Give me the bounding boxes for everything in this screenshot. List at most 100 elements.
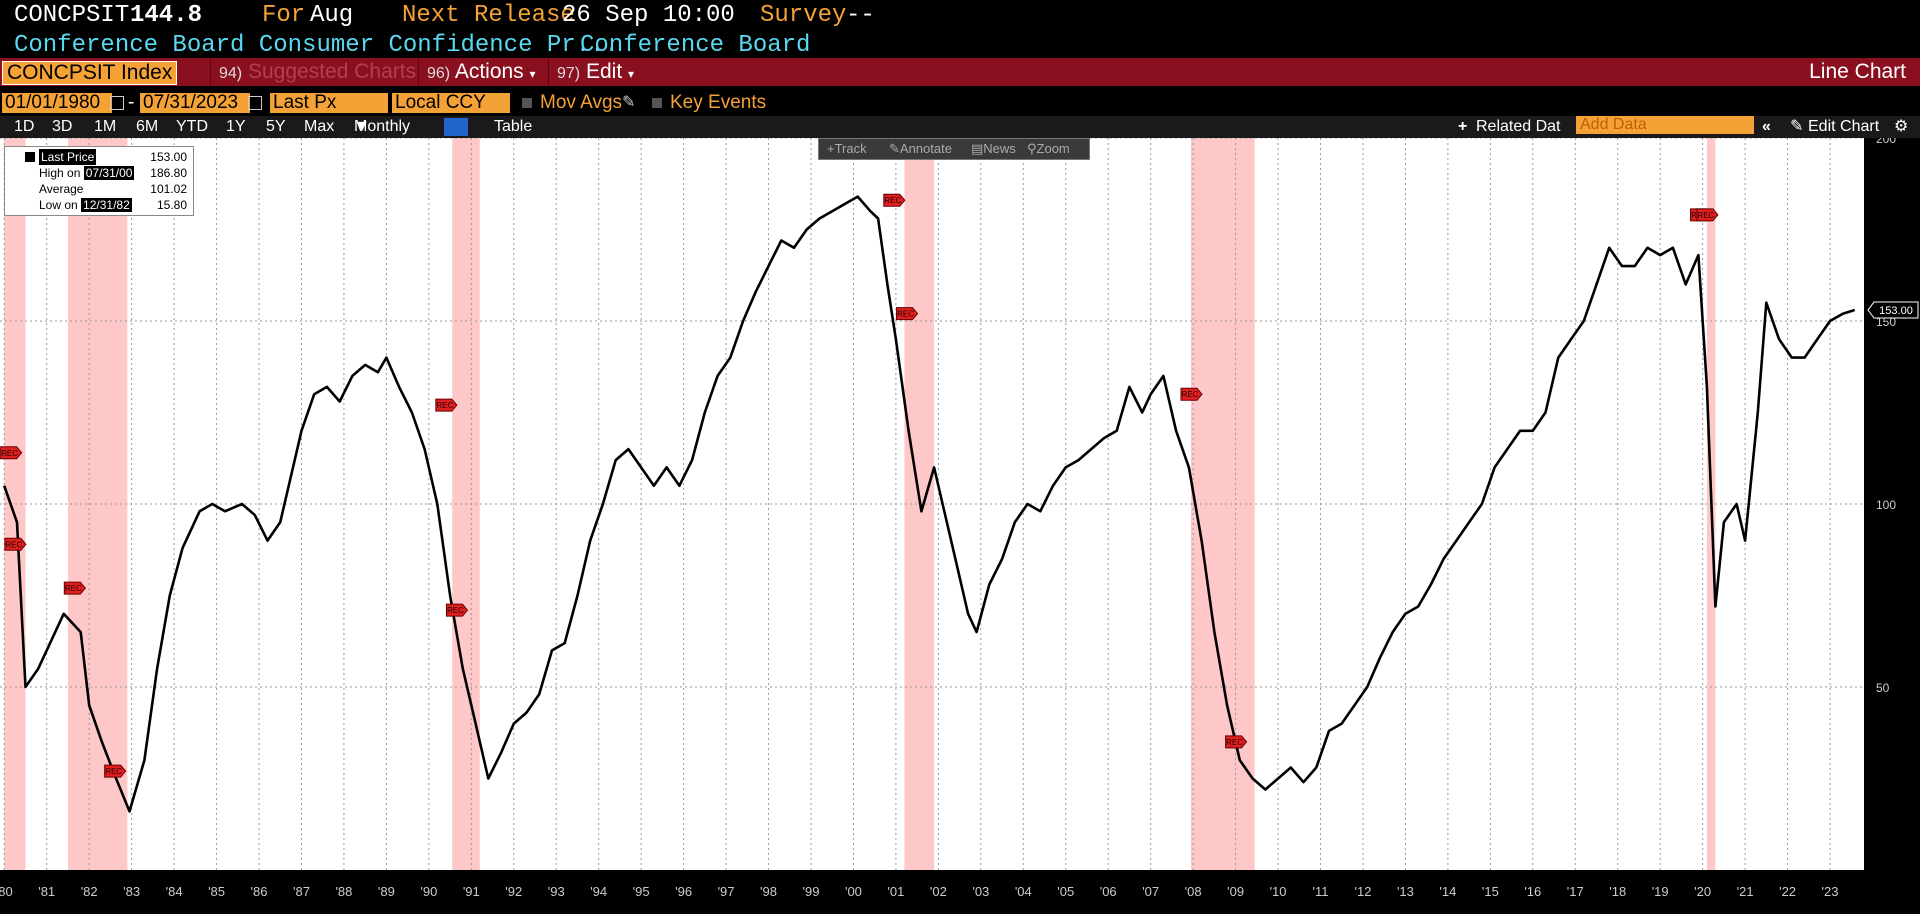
legend-swatch — [25, 152, 35, 162]
x-tick-label: '97 — [718, 884, 735, 899]
start-date-input[interactable]: 01/01/1980 — [2, 93, 112, 113]
mov-avgs-label[interactable]: Mov Avgs — [540, 92, 623, 113]
range-1y[interactable]: 1Y — [226, 118, 246, 135]
survey-value: -- — [846, 2, 875, 29]
rec-marker-label: REC — [897, 310, 914, 319]
range-5y[interactable]: 5Y — [266, 118, 286, 135]
legend-average-label: Average — [39, 182, 84, 196]
edit-chart-button[interactable]: Edit Chart — [1808, 118, 1880, 135]
gear-icon[interactable]: ⚙ — [1894, 118, 1909, 135]
x-tick-label: '95 — [633, 884, 650, 899]
security-input[interactable]: CONCPSIT Index — [2, 61, 178, 85]
key-events-checkbox[interactable] — [652, 98, 662, 108]
key-events-label[interactable]: Key Events — [670, 92, 767, 113]
range-3d[interactable]: 3D — [52, 118, 73, 135]
x-tick-label: '09 — [1227, 884, 1244, 899]
pencil-icon: ✎ — [1790, 118, 1804, 135]
currency-select[interactable]: Local CCY — [392, 93, 510, 113]
line-chart[interactable]: 50100150200'80'81'82'83'84'85'86'87'88'8… — [0, 138, 1920, 914]
x-tick-label: '17 — [1567, 884, 1584, 899]
range-max[interactable]: Max — [304, 118, 335, 135]
legend-low: Low on 12/31/82 15.80 — [9, 197, 189, 213]
edit-num: 97) — [557, 65, 581, 82]
rec-marker — [0, 446, 23, 460]
actions-num: 96) — [427, 65, 451, 82]
suggested-charts-label: Suggested Charts — [247, 60, 417, 83]
range-1d[interactable]: 1D — [14, 118, 35, 135]
x-tick-label: '88 — [335, 884, 352, 899]
x-tick-label: '23 — [1822, 884, 1839, 899]
x-tick-label: '82 — [81, 884, 98, 899]
x-tick-label: '08 — [1185, 884, 1202, 899]
x-tick-label: '10 — [1270, 884, 1287, 899]
x-tick-label: '15 — [1482, 884, 1499, 899]
related-data-button[interactable]: Related Dat — [1476, 118, 1561, 135]
ticker-symbol: CONCPSIT — [14, 2, 130, 29]
chart-toolbar: CONCPSIT Index 94) Suggested Charts 96) … — [0, 58, 1920, 86]
collapse-icon[interactable]: « — [1762, 118, 1771, 135]
chevron-down-icon: ▾ — [529, 67, 536, 81]
calendar-icon[interactable] — [110, 96, 124, 110]
chevron-down-icon: ▾ — [628, 67, 635, 81]
mov-avgs-checkbox[interactable] — [522, 98, 532, 108]
range-1m[interactable]: 1M — [94, 118, 117, 135]
line-chart-icon[interactable] — [444, 118, 468, 136]
chart-legend: Last Price 153.00 High on 07/31/00 186.8… — [4, 146, 194, 216]
rec-marker-label: REC — [65, 584, 82, 593]
x-tick-label: '07 — [1142, 884, 1159, 899]
rec-marker-label: REC — [447, 606, 464, 615]
pencil-icon[interactable]: ✎ — [622, 94, 636, 111]
rec-marker — [1225, 735, 1248, 749]
rec-marker-label: REC — [884, 196, 901, 205]
track-button[interactable]: + Track — [827, 139, 867, 159]
x-tick-label: '89 — [378, 884, 395, 899]
x-tick-label: '90 — [420, 884, 437, 899]
x-tick-label: '06 — [1100, 884, 1117, 899]
x-tick-label: '99 — [803, 884, 820, 899]
recession-band — [67, 138, 128, 870]
survey-label: Survey — [760, 2, 847, 29]
field-select[interactable]: Last Px — [270, 93, 388, 113]
range-selector-row: 1D 3D 1M 6M YTD 1Y 5Y Max Monthly ▼ Tabl… — [0, 116, 1920, 138]
zoom-button[interactable]: ⚲ Zoom — [1027, 139, 1070, 159]
suggested-charts-button[interactable]: 94) Suggested Charts — [210, 58, 424, 86]
news-button[interactable]: ▤ News — [971, 139, 1016, 159]
legend-last-price-value: 153.00 — [150, 150, 187, 164]
chart-canvas[interactable]: 50100150200'80'81'82'83'84'85'86'87'88'8… — [0, 138, 1920, 914]
suggested-charts-num: 94) — [219, 65, 243, 82]
security-header: CONCPSIT 144.8 For Aug Next Release 26 S… — [0, 0, 1920, 32]
x-tick-label: '16 — [1524, 884, 1541, 899]
annotate-button[interactable]: ✎ Annotate — [889, 139, 952, 159]
x-tick-label: '80 — [0, 884, 13, 899]
add-data-input[interactable]: Add Data — [1576, 116, 1754, 134]
range-6m[interactable]: 6M — [136, 118, 159, 135]
rec-marker — [4, 537, 27, 551]
x-tick-label: '87 — [293, 884, 310, 899]
end-date-input[interactable]: 07/31/2023 — [140, 93, 250, 113]
rec-marker-label: REC — [105, 767, 122, 776]
rec-marker-label: REC — [1182, 390, 1199, 399]
legend-low-text: Low on — [39, 198, 78, 212]
table-button[interactable]: Table — [494, 118, 533, 135]
legend-average-value: 101.02 — [150, 182, 187, 196]
range-ytd[interactable]: YTD — [176, 118, 208, 135]
actions-button[interactable]: 96) Actions ▾ — [418, 58, 544, 86]
legend-last-price-label: Last Price — [39, 149, 97, 165]
x-tick-label: '93 — [548, 884, 565, 899]
x-tick-label: '92 — [505, 884, 522, 899]
next-release-value: 26 Sep 10:00 — [562, 2, 735, 29]
legend-high-label: High on 07/31/00 — [39, 165, 135, 181]
edit-button[interactable]: 97) Edit ▾ — [548, 58, 642, 86]
x-tick-label: '00 — [845, 884, 862, 899]
actions-label: Actions — [454, 60, 524, 83]
zoom-label: Zoom — [1036, 141, 1070, 156]
rec-marker-label: REC — [436, 401, 453, 410]
rec-marker-label: REC — [5, 540, 22, 549]
x-tick-label: '21 — [1737, 884, 1754, 899]
x-tick-label: '11 — [1313, 884, 1329, 899]
x-tick-label: '84 — [166, 884, 183, 899]
calendar-icon[interactable] — [248, 96, 262, 110]
for-value: Aug — [310, 2, 354, 29]
chart-type-label[interactable]: Line Chart — [1809, 60, 1906, 83]
x-tick-label: '22 — [1779, 884, 1796, 899]
